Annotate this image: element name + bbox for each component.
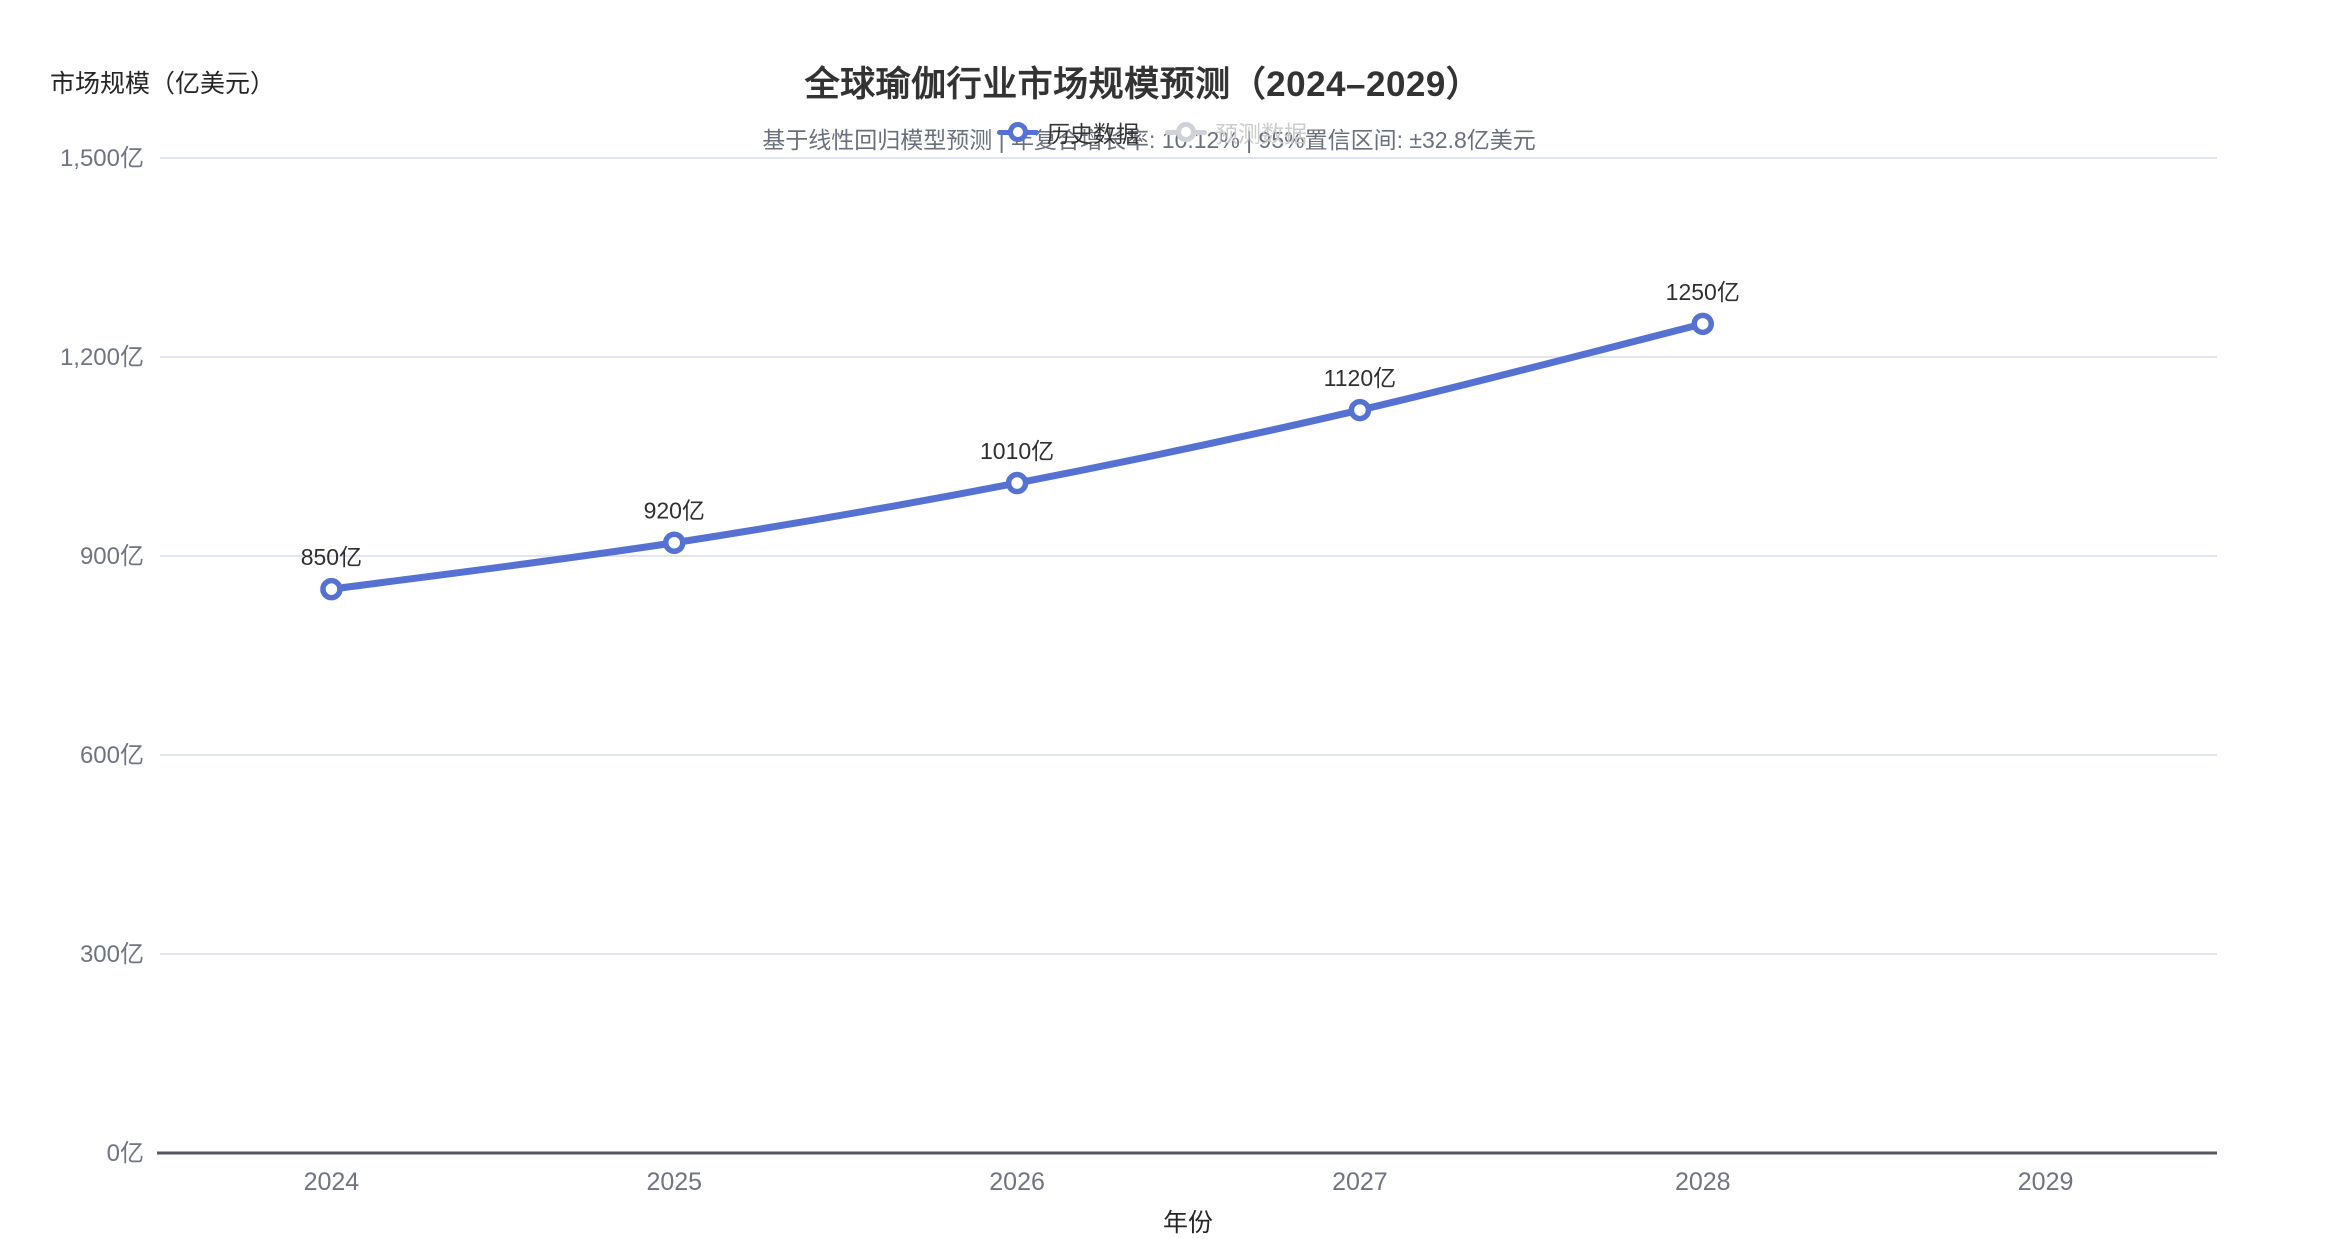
x-tick-label-2024: 2024	[304, 1168, 360, 1196]
x-axis-title: 年份	[1162, 1209, 1214, 1237]
y-tick-label: 1,500亿	[60, 145, 144, 172]
data-label-2027: 1120亿	[1324, 365, 1396, 391]
y-tick-label: 900亿	[80, 543, 144, 570]
x-tick-label-2028: 2028	[1675, 1168, 1731, 1196]
chart-title: 全球瑜伽行业市场规模预测（2024–2029）	[804, 65, 1482, 104]
x-tick-label-2029: 2029	[2018, 1168, 2074, 1196]
data-label-2025: 920亿	[644, 498, 705, 524]
data-label-2028: 1250亿	[1666, 279, 1740, 305]
data-label-2024: 850亿	[301, 544, 362, 570]
legend-item-label: 预测数据	[1215, 121, 1307, 147]
legend-line-marker-icon	[997, 121, 1039, 143]
x-tick-label-2026: 2026	[989, 1168, 1045, 1196]
data-point-2028[interactable]	[1691, 312, 1714, 336]
y-tick-label: 600亿	[80, 742, 144, 769]
y-axis-title: 市场规模（亿美元）	[50, 70, 276, 98]
x-tick-label-2025: 2025	[646, 1168, 702, 1196]
legend-item-historical-data[interactable]: 历史数据	[997, 115, 1139, 149]
legend-line-marker-icon	[1165, 121, 1207, 143]
data-point-2025[interactable]	[663, 531, 686, 554]
legend-item-forecast-data[interactable]: 预测数据	[1165, 115, 1307, 149]
y-tick-label: 0亿	[107, 1140, 144, 1167]
y-tick-label: 300亿	[80, 941, 144, 968]
x-tick-label-2027: 2027	[1332, 1168, 1388, 1196]
data-label-2026: 1010亿	[980, 438, 1054, 464]
chart-subtitle: 基于线性回归模型预测 | 年复合增长率: 10.12% | 95%置信区间: ±…	[762, 127, 1536, 153]
data-point-2024[interactable]	[320, 577, 343, 601]
y-tick-label: 1,200亿	[60, 344, 144, 371]
data-point-2027[interactable]	[1348, 398, 1372, 422]
legend: 历史数据 预测数据	[997, 115, 1307, 149]
data-point-2026[interactable]	[1005, 471, 1029, 495]
legend-item-label: 历史数据	[1047, 121, 1139, 147]
